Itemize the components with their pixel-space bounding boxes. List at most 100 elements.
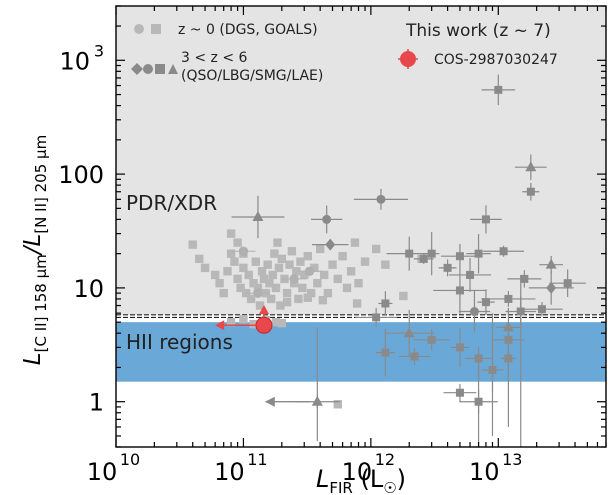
legend-this-work-title: This work (z ~ 7) <box>405 21 551 41</box>
point-local-square <box>352 299 362 308</box>
point-highz-triangle <box>403 327 415 338</box>
x-tick-exp-2: 12 <box>375 450 395 469</box>
point-local-square <box>265 278 274 288</box>
point-local-square <box>292 267 301 276</box>
point-local-square <box>239 263 248 273</box>
legend-this-work-label: COS-2987030247 <box>434 52 558 68</box>
point-highz-triangle <box>545 258 557 269</box>
point-highz-square <box>455 388 464 397</box>
point-local-square <box>223 267 232 276</box>
point-local-square <box>315 244 325 254</box>
x-tick-exp-3: 13 <box>502 450 522 469</box>
point-highz-square <box>455 286 464 295</box>
point-highz-square <box>455 252 464 261</box>
point-local-square <box>328 260 337 269</box>
point-local-circle <box>304 266 315 276</box>
point-local-square <box>300 270 309 280</box>
plot-frame <box>115 5 607 448</box>
point-highz-circle <box>322 214 332 224</box>
point-local-square <box>285 260 294 269</box>
point-local-square <box>354 278 363 288</box>
point-highz-square <box>381 348 390 357</box>
point-local-square <box>270 249 279 258</box>
point-local-square <box>239 315 248 324</box>
point-local-square <box>257 267 267 276</box>
point-local-square <box>287 247 297 256</box>
point-local-square <box>244 270 253 280</box>
point-local-square <box>333 400 342 409</box>
point-local-square <box>251 257 260 266</box>
x-tick-exp-0: 10 <box>120 450 140 469</box>
point-highz-square <box>481 215 490 224</box>
point-highz-square <box>520 274 529 283</box>
point-local-square <box>249 319 258 329</box>
point-local-square <box>215 278 224 288</box>
legend: z ~ 0 (DGS, GOALS) 3 < z < 6 (QSO/LBG/SMG/… <box>131 21 558 84</box>
point-local-square <box>195 254 204 264</box>
legend-local-circle <box>134 24 144 34</box>
y-tick-label-2: 100 <box>58 161 104 189</box>
point-highz-square <box>474 249 483 258</box>
point-highz-square <box>427 335 436 344</box>
point-highz-square <box>381 299 390 308</box>
point-local-square <box>246 294 256 304</box>
region-1 <box>116 322 606 382</box>
point-highz-square <box>494 85 503 94</box>
point-local-square <box>233 274 242 284</box>
point-local-square <box>230 257 239 266</box>
point-local-square <box>381 260 390 269</box>
point-local-square <box>273 238 282 247</box>
point-local-square <box>274 263 284 273</box>
point-highz-square <box>526 187 535 196</box>
point-local-square <box>350 238 360 247</box>
legend-highz-diamond <box>131 63 143 75</box>
point-local-square <box>333 274 342 284</box>
x-tick-label-3: 10 <box>469 458 500 486</box>
point-local-square <box>319 270 329 280</box>
point-local-square <box>271 317 281 327</box>
point-local-square <box>277 254 286 264</box>
point-local-square <box>263 260 272 269</box>
point-local-square <box>298 283 307 293</box>
point-local-square <box>266 294 276 304</box>
point-local-square <box>313 278 322 288</box>
point-local-square <box>188 240 197 249</box>
legend-highz-triangle <box>168 64 178 74</box>
point-local-square <box>310 263 319 273</box>
point-highz-diamond <box>546 281 557 294</box>
this-work-ylimit-head <box>258 304 269 314</box>
point-local-square <box>346 267 356 276</box>
point-local-square <box>210 270 220 280</box>
y-tick-label-1: 10 <box>73 275 104 303</box>
y-axis-label: L[C II] 158 μm/L[N II] 205 μm <box>20 135 50 365</box>
this-work-point <box>255 316 273 334</box>
point-local-square <box>296 257 305 266</box>
point-highz-triangle <box>525 161 537 172</box>
point-highz-square <box>443 263 452 272</box>
limit-arrow-head <box>264 396 275 407</box>
point-highz-square <box>410 352 419 361</box>
legend-highz-label: 3 < z < 6 <box>181 50 248 66</box>
point-local-square <box>306 288 316 298</box>
legend-local-label: z ~ 0 (DGS, GOALS) <box>178 22 318 38</box>
point-local-circle <box>253 288 263 298</box>
point-highz-square <box>504 294 513 303</box>
point-highz-square <box>405 249 414 258</box>
point-highz-triangle <box>252 210 264 221</box>
point-local-square <box>268 270 278 280</box>
point-highz-square <box>481 298 490 307</box>
this-work-xlimit-head <box>215 320 225 331</box>
point-local-square <box>294 294 303 304</box>
legend-highz-square <box>155 64 165 74</box>
point-highz-square <box>563 279 572 288</box>
point-local-square <box>255 301 265 310</box>
region-label-pdr: PDR/XDR <box>126 191 217 215</box>
x-tick-label-0: 10 <box>87 458 118 486</box>
point-local-square <box>219 288 228 298</box>
point-local-square <box>323 288 333 298</box>
point-local-square <box>338 251 347 261</box>
legend-highz-circle <box>143 64 153 74</box>
point-local-circle <box>238 246 249 256</box>
point-local-square <box>318 295 328 305</box>
point-local-square <box>259 274 269 284</box>
